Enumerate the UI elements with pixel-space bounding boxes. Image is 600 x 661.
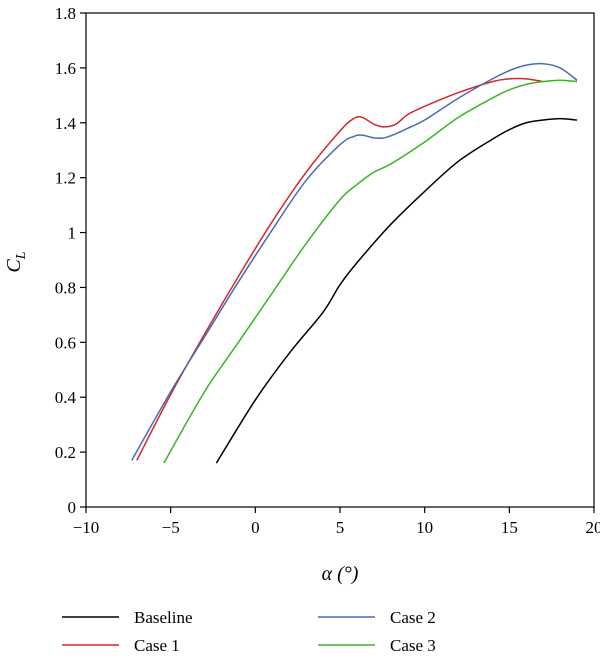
x-tick-label: 15 xyxy=(501,518,518,537)
y-axis-label-main: C xyxy=(3,259,25,273)
y-tick-label: 0.8 xyxy=(55,278,76,297)
series-line-baseline xyxy=(215,117,578,464)
series-line-case-1 xyxy=(136,77,544,461)
y-axis-label: CL xyxy=(3,251,29,272)
y-axis-label-subscript: L xyxy=(14,251,29,260)
x-tick-label: 0 xyxy=(251,518,260,537)
y-tick-label: 0.4 xyxy=(55,388,77,407)
y-tick-label: 1 xyxy=(68,224,77,243)
legend-label-case-2: Case 2 xyxy=(390,608,436,627)
y-tick-label: 0 xyxy=(68,498,77,517)
x-tick-label: 5 xyxy=(336,518,345,537)
legend-label-baseline: Baseline xyxy=(134,608,193,627)
y-tick-label: 0.2 xyxy=(55,443,76,462)
y-tick-label: 1.8 xyxy=(55,4,76,23)
series-line-case-2 xyxy=(131,62,578,461)
x-tick-label: −5 xyxy=(162,518,180,537)
legend-label-case-3: Case 3 xyxy=(390,636,436,655)
legend: Baseline Case 1 Case 2 Case 3 xyxy=(62,608,436,655)
y-tick-label: 1.6 xyxy=(55,59,76,78)
x-axis-label: α (°) xyxy=(322,563,359,585)
y-tick-label: 1.2 xyxy=(55,169,76,188)
x-tick-label: 10 xyxy=(416,518,433,537)
y-axis-ticks: 0 0.2 0.4 0.6 0.8 1 1.2 1.4 1.6 1.8 xyxy=(55,4,86,517)
x-tick-label: 20 xyxy=(586,518,600,537)
x-axis-ticks: −10 −5 0 5 10 15 20 xyxy=(73,507,600,537)
x-tick-label: −10 xyxy=(73,518,100,537)
y-tick-label: 0.6 xyxy=(55,333,76,352)
y-tick-label: 1.4 xyxy=(55,114,77,133)
legend-label-case-1: Case 1 xyxy=(134,636,180,655)
series-line-case-3 xyxy=(163,79,578,464)
series-lines xyxy=(131,62,578,464)
